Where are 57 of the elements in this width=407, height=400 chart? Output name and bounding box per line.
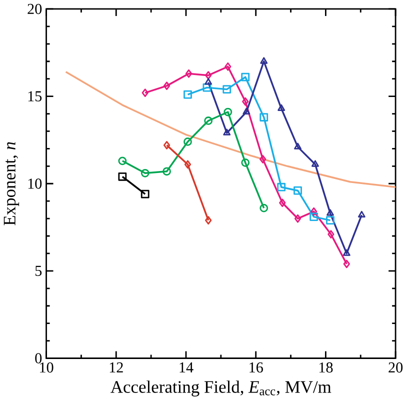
- point: [241, 72, 250, 82]
- point: [205, 70, 212, 80]
- point: [205, 216, 212, 224]
- point: [224, 108, 232, 116]
- point: [222, 84, 232, 94]
- y-axis-title: Exponent, n: [4, 142, 20, 226]
- x-tick-label: 14: [180, 362, 194, 372]
- point: [326, 216, 334, 224]
- point: [162, 167, 171, 176]
- point: [279, 198, 286, 207]
- point: [260, 112, 268, 122]
- point: [140, 168, 150, 178]
- y-tick-label: 10: [28, 178, 42, 189]
- point: [163, 140, 170, 150]
- point: [310, 207, 318, 216]
- point: [118, 172, 127, 181]
- point: [310, 212, 318, 221]
- point: [242, 97, 249, 106]
- point: [328, 230, 334, 238]
- point: [326, 208, 334, 216]
- point: [204, 78, 212, 85]
- y-tick-label: 0: [35, 352, 42, 364]
- point: [260, 204, 268, 212]
- point: [294, 214, 302, 223]
- point: [242, 108, 250, 114]
- point: [163, 81, 170, 90]
- x-tick-label: 16: [250, 362, 263, 372]
- point: [260, 154, 266, 164]
- point: [241, 158, 250, 167]
- point: [184, 160, 192, 168]
- point: [140, 190, 150, 198]
- point: [118, 156, 127, 165]
- point: [358, 210, 366, 218]
- point: [278, 104, 286, 111]
- y-tick-label: 15: [28, 91, 42, 102]
- point: [202, 83, 212, 92]
- point: [277, 182, 286, 192]
- point: [342, 249, 350, 256]
- point: [204, 116, 213, 125]
- y-tick-label: 5: [35, 266, 42, 276]
- point: [294, 186, 302, 195]
- x-tick-label: 18: [319, 362, 333, 372]
- x-tick-label: 20: [388, 362, 403, 372]
- point: [294, 142, 302, 150]
- point: [184, 137, 192, 146]
- point: [260, 57, 268, 64]
- x-tick-label: 12: [110, 362, 123, 372]
- point: [185, 69, 192, 78]
- y-tick-label: 20: [28, 4, 42, 14]
- point: [224, 62, 232, 71]
- point: [184, 90, 192, 99]
- point: [142, 88, 148, 97]
- point: [311, 160, 319, 167]
- line-series: [64, 70, 396, 188]
- point: [343, 260, 350, 268]
- point: [223, 128, 231, 136]
- x-axis-title: Accelerating Field, E$_{acc}$, MV/m: [110, 380, 332, 396]
